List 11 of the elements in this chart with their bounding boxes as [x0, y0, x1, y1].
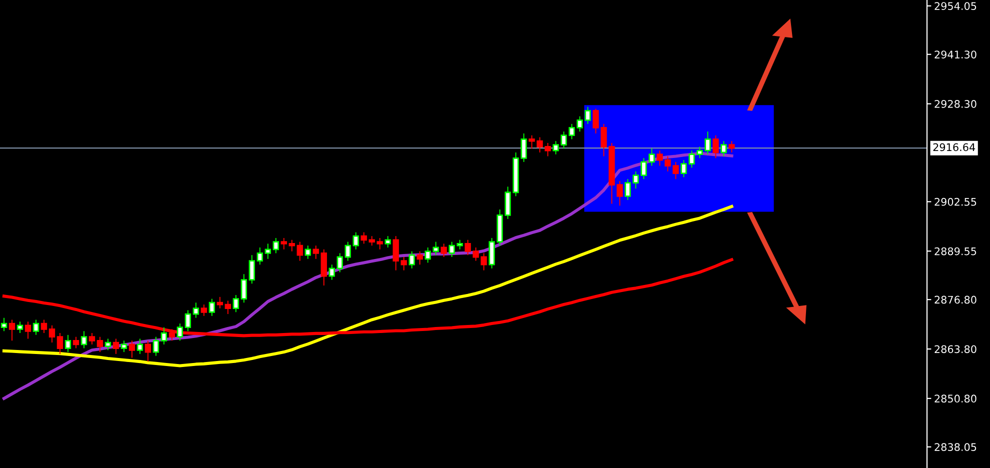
y-tick-label: 2876.80 — [934, 296, 976, 304]
y-tick-label: 2889.55 — [934, 247, 976, 256]
y-tick-label: 2928.30 — [934, 100, 976, 108]
line-series — [2, 204, 734, 368]
y-tick-label: 2850.80 — [934, 394, 976, 403]
y-tick-label: 2902.55 — [934, 198, 976, 206]
y-tick-label: 2954.05 — [934, 2, 976, 10]
y-tick-label: 2941.30 — [934, 50, 976, 58]
ref-line-label: 2916.64 — [933, 143, 976, 152]
y-tick-label: 2863.80 — [934, 345, 976, 354]
y-tick-label: 2838.05 — [934, 443, 976, 452]
